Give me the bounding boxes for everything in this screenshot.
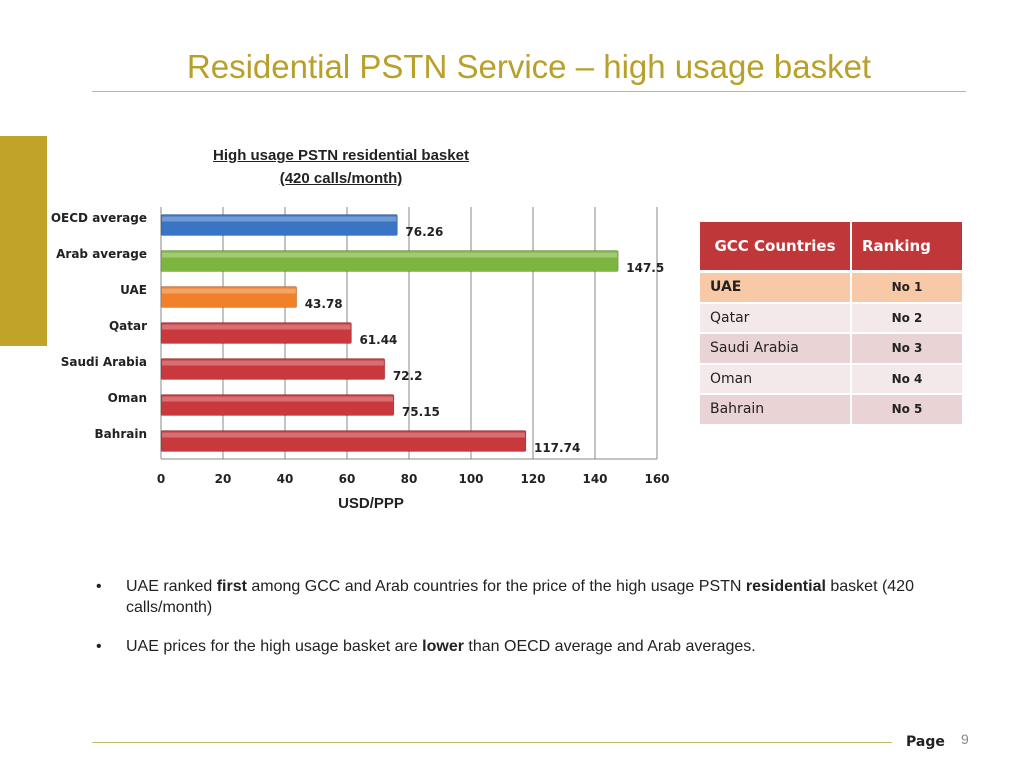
bar-highlight — [162, 396, 393, 402]
bullet-item: • UAE prices for the high usage basket a… — [90, 636, 980, 657]
chart-title: High usage PSTN residential basket (420 … — [170, 144, 512, 190]
data-label: 72.2 — [393, 369, 423, 383]
data-label: 75.15 — [402, 405, 440, 419]
table-cell-rank: No 2 — [851, 302, 964, 334]
x-tick-label: 60 — [339, 472, 356, 486]
gcc-ranking-table: GCC Countries Ranking UAE No 1 Qatar No … — [700, 222, 964, 426]
bullet-text-bold: first — [216, 578, 247, 595]
category-label: Bahrain — [95, 427, 147, 441]
footer-divider — [92, 742, 892, 743]
table-cell-country: Qatar — [700, 302, 852, 334]
bullet-text-part: basket (420 calls/month) — [126, 578, 914, 616]
bar — [160, 394, 395, 416]
category-label: Arab average — [56, 247, 147, 261]
bullet-text-part: UAE ranked — [126, 578, 217, 595]
table-cell-rank: No 5 — [851, 394, 964, 426]
x-tick-label: 140 — [582, 472, 607, 486]
slide-title: Residential PSTN Service – high usage ba… — [186, 48, 872, 85]
chart-title-line1: High usage PSTN residential basket — [213, 147, 469, 164]
table-cell-rank: No 4 — [851, 363, 964, 395]
table-header-country: GCC Countries — [700, 222, 852, 273]
bar — [160, 286, 298, 308]
category-label: Oman — [108, 391, 147, 405]
data-label: 76.26 — [405, 225, 443, 239]
table-row: Bahrain No 5 — [700, 394, 964, 426]
bar — [160, 214, 398, 236]
left-accent-bar — [0, 136, 47, 346]
table-cell-rank: No 3 — [851, 333, 964, 365]
bullet-marker: • — [96, 578, 102, 595]
table-header-ranking: Ranking — [851, 222, 964, 273]
data-label: 147.5 — [626, 261, 664, 275]
bullet-text-part: than OECD average and Arab averages. — [463, 638, 756, 655]
x-tick-label: 40 — [277, 472, 294, 486]
bar-highlight — [162, 252, 618, 258]
table-row: Saudi Arabia No 3 — [700, 333, 964, 365]
category-label: Saudi Arabia — [61, 355, 147, 369]
bar-highlight — [162, 288, 296, 294]
title-divider — [92, 91, 966, 92]
table-row: UAE No 1 — [700, 271, 964, 304]
bullet-text: UAE prices for the high usage basket are… — [126, 638, 756, 655]
x-tick-label: 100 — [458, 472, 483, 486]
x-tick-label: 20 — [215, 472, 232, 486]
bar — [160, 250, 619, 272]
bullet-text-bold: lower — [422, 638, 464, 655]
table-row: Oman No 4 — [700, 363, 964, 395]
bullet-text-bold: residential — [745, 578, 826, 595]
x-tick-label: 0 — [157, 472, 165, 486]
table-cell-country: Saudi Arabia — [700, 333, 852, 365]
table-cell-country: Bahrain — [700, 394, 852, 426]
bar — [160, 430, 527, 452]
bullet-text: UAE ranked first among GCC and Arab coun… — [126, 578, 914, 616]
table-cell-country: Oman — [700, 363, 852, 395]
page-label: Page — [906, 734, 945, 750]
bar — [160, 358, 386, 380]
table-cell-rank: No 1 — [851, 271, 964, 304]
page-number: 9 — [961, 731, 969, 747]
bar-highlight — [162, 324, 351, 330]
x-tick-label: 80 — [401, 472, 418, 486]
bar-highlight — [162, 216, 397, 222]
chart-title-line2: (420 calls/month) — [279, 170, 403, 187]
category-label: Qatar — [109, 319, 147, 333]
data-label: 117.74 — [534, 441, 580, 455]
bullet-marker: • — [96, 638, 102, 655]
x-axis-label: USD/PPP — [338, 495, 404, 512]
bullet-text-part: UAE prices for the high usage basket are — [126, 638, 423, 655]
table-cell-country: UAE — [700, 271, 852, 304]
data-label: 61.44 — [359, 333, 397, 347]
bar — [160, 322, 352, 344]
data-label: 43.78 — [305, 297, 343, 311]
category-label: OECD average — [51, 211, 147, 225]
bar-highlight — [162, 432, 525, 438]
x-tick-label: 160 — [644, 472, 669, 486]
bullet-item: • UAE ranked first among GCC and Arab co… — [90, 576, 980, 618]
bar-highlight — [162, 360, 384, 366]
bullet-list: • UAE ranked first among GCC and Arab co… — [90, 576, 980, 675]
x-tick-label: 120 — [520, 472, 545, 486]
table-row: Qatar No 2 — [700, 302, 964, 334]
category-label: UAE — [120, 283, 147, 297]
bullet-text-part: among GCC and Arab countries for the pri… — [246, 578, 746, 595]
